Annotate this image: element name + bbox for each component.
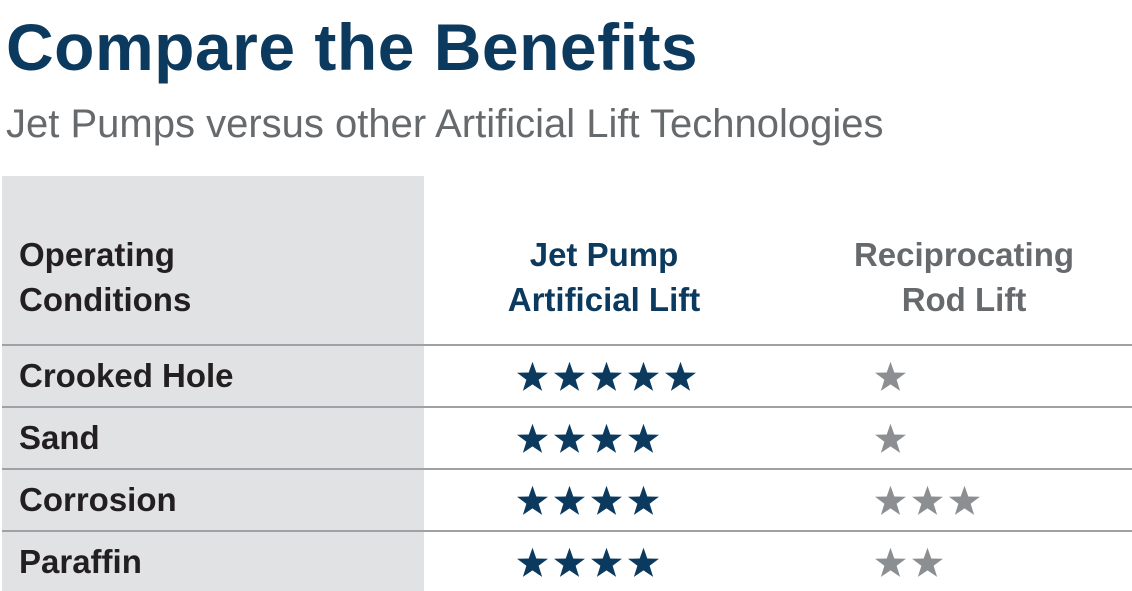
row-label: Corrosion bbox=[19, 481, 177, 518]
row-label: Sand bbox=[19, 419, 100, 456]
jet-pump-rating bbox=[515, 360, 698, 395]
star-icon bbox=[663, 360, 698, 395]
star-icon bbox=[589, 360, 624, 395]
star-icon bbox=[873, 546, 908, 581]
star-icon bbox=[552, 360, 587, 395]
rod-lift-rating bbox=[873, 360, 908, 395]
conditions-column-background bbox=[2, 176, 424, 591]
star-icon bbox=[873, 484, 908, 519]
star-icon bbox=[552, 546, 587, 581]
header-rod-lift-line-1: Reciprocating bbox=[853, 236, 1075, 273]
star-icon bbox=[626, 546, 661, 581]
rod-lift-rating bbox=[873, 484, 982, 519]
star-icon bbox=[873, 360, 908, 395]
star-icon bbox=[552, 422, 587, 457]
header-rod-lift-line-2: Rod Lift bbox=[901, 281, 1027, 318]
jet-pump-rating bbox=[515, 546, 661, 581]
star-icon bbox=[626, 360, 661, 395]
star-icon bbox=[589, 546, 624, 581]
row-divider bbox=[2, 406, 1132, 408]
star-icon bbox=[552, 484, 587, 519]
star-icon bbox=[515, 422, 550, 457]
star-icon bbox=[873, 422, 908, 457]
header-operating-conditions-line-2: Conditions bbox=[19, 281, 192, 318]
star-icon bbox=[947, 484, 982, 519]
star-icon bbox=[589, 422, 624, 457]
star-icon bbox=[910, 484, 945, 519]
header-operating-conditions-line-1: Operating bbox=[19, 236, 175, 273]
header-jet-pump: Jet Pump Artificial Lift bbox=[424, 232, 784, 322]
jet-pump-rating bbox=[515, 422, 661, 457]
header-rod-lift: Reciprocating Rod Lift bbox=[784, 232, 1132, 322]
star-icon bbox=[626, 422, 661, 457]
rod-lift-rating bbox=[873, 546, 945, 581]
star-icon bbox=[589, 484, 624, 519]
jet-pump-rating bbox=[515, 484, 661, 519]
star-icon bbox=[515, 360, 550, 395]
row-label: Crooked Hole bbox=[19, 357, 234, 394]
rod-lift-rating bbox=[873, 422, 908, 457]
row-label: Paraffin bbox=[19, 543, 142, 580]
header-operating-conditions: Operating Conditions bbox=[19, 232, 191, 322]
page-subtitle: Jet Pumps versus other Artificial Lift T… bbox=[6, 102, 884, 146]
row-divider bbox=[2, 468, 1132, 470]
star-icon bbox=[515, 484, 550, 519]
header-jet-pump-line-1: Jet Pump bbox=[529, 236, 679, 273]
star-icon bbox=[910, 546, 945, 581]
star-icon bbox=[626, 484, 661, 519]
page-title: Compare the Benefits bbox=[6, 10, 699, 84]
row-divider bbox=[2, 344, 1132, 346]
row-divider bbox=[2, 530, 1132, 532]
header-jet-pump-line-2: Artificial Lift bbox=[507, 281, 701, 318]
star-icon bbox=[515, 546, 550, 581]
